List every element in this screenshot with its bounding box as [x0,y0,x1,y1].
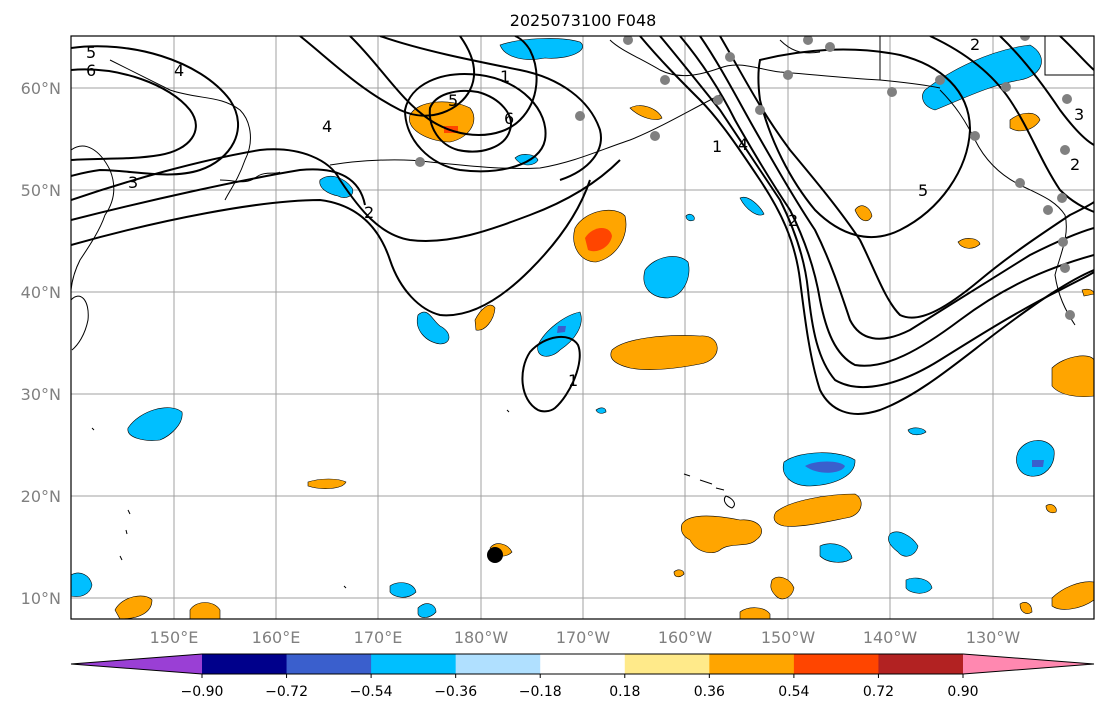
lon-label: 150°W [761,628,816,647]
colorbar-segment [202,654,288,674]
station-marker [970,131,980,141]
contour-label: 2 [970,35,980,54]
lat-label: 30°N [21,385,61,404]
station-marker [1020,36,1030,41]
contour-label: 1 [500,67,510,86]
colorbar-tick-label: 0.36 [694,684,725,700]
station-marker [575,111,585,121]
colorbar-tick-label: 0.18 [609,684,640,700]
station-marker [650,131,660,141]
lon-label: 160°E [252,628,301,647]
colorbar-tick-label: −0.36 [434,684,477,700]
colorbar-extend-low [71,654,202,674]
colorbar-extend-high [963,654,1094,674]
latitude-labels: 60°N 50°N 40°N 30°N 20°N 10°N [21,79,61,608]
contour-label: 4 [738,135,748,154]
colorbar-segment [286,654,372,674]
lon-label: 170°W [556,628,611,647]
contour-lines [71,36,1094,415]
colorbar-segment [540,654,626,674]
colorbar-segment [878,654,964,674]
colorbar: −0.90 −0.72 −0.54 −0.36 −0.18 0.18 0.36 0.54 0.7… [70,653,1095,700]
station-markers [415,36,1075,320]
station-marker [1062,94,1072,104]
station-marker [1001,82,1011,92]
lat-label: 60°N [21,79,61,98]
station-marker [803,36,813,45]
shaded-fields [71,38,1094,619]
lat-label: 20°N [21,487,61,506]
lon-label: 150°E [150,628,199,647]
contour-label: 3 [128,173,138,192]
contour-label: 3 [1074,105,1084,124]
storm-center-marker [487,547,503,563]
station-marker [887,87,897,97]
lon-label: 180°W [454,628,509,647]
contour-label: 2 [788,211,798,230]
lat-label: 40°N [21,283,61,302]
station-marker [825,42,835,52]
station-marker [713,95,723,105]
contour-label: 2 [364,203,374,222]
station-marker [935,75,945,85]
longitude-labels: 150°E 160°E 170°E 180°W 170°W 160°W 150°… [150,628,1021,647]
contour-label: 2 [1070,155,1080,174]
contour-labels: 5 6 4 3 2 4 5 1 6 1 1 4 2 5 2 3 2 [86,35,1084,390]
colorbar-segment [455,654,541,674]
contour-label: 6 [86,61,96,80]
contour-label: 4 [174,61,184,80]
lon-label: 140°W [863,628,918,647]
station-marker [1043,205,1053,215]
station-marker [1015,178,1025,188]
colorbar-tick-label: −0.72 [265,684,308,700]
lon-label: 130°W [966,628,1021,647]
colorbar-segment [793,654,879,674]
contour-label: 1 [712,137,722,156]
station-marker [1060,145,1070,155]
contour-label: 1 [568,371,578,390]
station-marker [725,52,735,62]
map-frame [70,35,1095,620]
station-marker [1065,310,1075,320]
contour-label: 4 [322,117,332,136]
colorbar-tick-label: −0.18 [519,684,562,700]
station-marker [415,157,425,167]
contour-label: 5 [448,91,458,110]
colorbar-segment [709,654,795,674]
colorbar-tick-label: 0.72 [863,684,894,700]
station-marker [783,70,793,80]
colorbar-tick-label: 0.54 [778,684,809,700]
station-marker [1058,237,1068,247]
colorbar-segment [371,654,457,674]
station-marker [755,105,765,115]
contour-label: 6 [504,109,514,128]
station-marker [1057,193,1067,203]
station-marker [1060,263,1070,273]
lon-label: 170°E [354,628,403,647]
map-panel: 5 6 4 3 2 4 5 1 6 1 1 4 2 5 2 3 2 [70,35,1095,620]
lat-label: 10°N [21,589,61,608]
station-marker [623,36,633,45]
colorbar-tick-label: −0.90 [181,684,224,700]
colorbar-tick-label: −0.54 [350,684,393,700]
contour-label: 5 [918,181,928,200]
lat-label: 50°N [21,181,61,200]
map-title: 2025073100 F048 [510,11,657,30]
colorbar-segment [624,654,710,674]
coastlines [71,36,1094,589]
station-marker [660,75,670,85]
contour-label: 5 [86,43,96,62]
colorbar-tick-label: 0.90 [947,684,978,700]
lon-label: 160°W [658,628,713,647]
